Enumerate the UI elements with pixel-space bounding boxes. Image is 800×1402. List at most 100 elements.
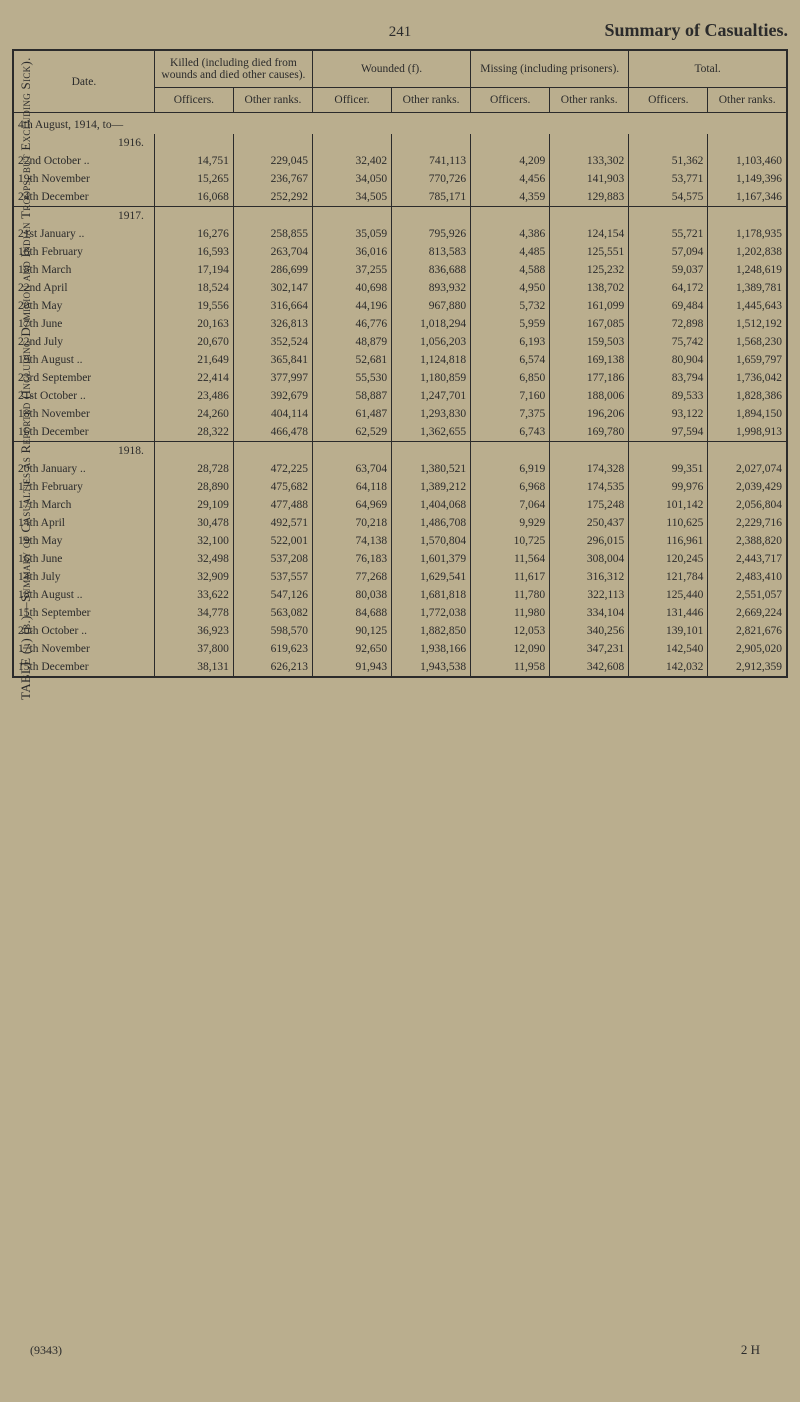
value-cell: 120,245 <box>629 550 708 568</box>
value-cell: 16,276 <box>154 225 233 243</box>
value-cell: 4,485 <box>471 243 550 261</box>
page-header: 241 Summary of Casualties. <box>12 20 788 41</box>
date-cell: 21st January .. <box>13 225 154 243</box>
value-cell: 92,650 <box>313 640 392 658</box>
value-cell: 10,725 <box>471 532 550 550</box>
value-cell: 286,699 <box>233 261 312 279</box>
value-cell: 9,929 <box>471 514 550 532</box>
value-cell: 99,351 <box>629 460 708 478</box>
date-cell: 22nd April <box>13 279 154 297</box>
value-cell: 84,688 <box>313 604 392 622</box>
value-cell: 813,583 <box>392 243 471 261</box>
value-cell: 2,551,057 <box>708 586 787 604</box>
value-cell: 54,575 <box>629 188 708 207</box>
value-cell: 1,018,294 <box>392 315 471 333</box>
value-cell: 80,038 <box>313 586 392 604</box>
value-cell: 38,131 <box>154 658 233 677</box>
value-cell: 64,118 <box>313 478 392 496</box>
value-cell: 142,540 <box>629 640 708 658</box>
value-cell: 28,322 <box>154 423 233 442</box>
value-cell: 188,006 <box>550 387 629 405</box>
value-cell: 7,160 <box>471 387 550 405</box>
value-cell: 6,968 <box>471 478 550 496</box>
value-cell: 63,704 <box>313 460 392 478</box>
value-cell: 175,248 <box>550 496 629 514</box>
value-cell: 32,100 <box>154 532 233 550</box>
value-cell: 537,557 <box>233 568 312 586</box>
value-cell: 37,800 <box>154 640 233 658</box>
value-cell: 22,414 <box>154 369 233 387</box>
value-cell: 34,505 <box>313 188 392 207</box>
date-cell: 18th November <box>13 405 154 423</box>
value-cell: 365,841 <box>233 351 312 369</box>
value-cell: 64,172 <box>629 279 708 297</box>
value-cell: 32,909 <box>154 568 233 586</box>
value-cell: 21,649 <box>154 351 233 369</box>
value-cell: 33,622 <box>154 586 233 604</box>
value-cell: 15,265 <box>154 170 233 188</box>
value-cell: 91,943 <box>313 658 392 677</box>
value-cell: 69,484 <box>629 297 708 315</box>
value-cell: 37,255 <box>313 261 392 279</box>
value-cell: 2,443,717 <box>708 550 787 568</box>
date-cell: 18th February <box>13 243 154 261</box>
value-cell: 83,794 <box>629 369 708 387</box>
col-wounded-other: Other ranks. <box>392 88 471 113</box>
value-cell: 174,535 <box>550 478 629 496</box>
value-cell: 334,104 <box>550 604 629 622</box>
date-cell: 20th January .. <box>13 460 154 478</box>
value-cell: 492,571 <box>233 514 312 532</box>
value-cell: 46,776 <box>313 315 392 333</box>
value-cell: 2,912,359 <box>708 658 787 677</box>
value-cell: 1,998,913 <box>708 423 787 442</box>
value-cell: 770,726 <box>392 170 471 188</box>
value-cell: 14,751 <box>154 152 233 170</box>
value-cell: 4,950 <box>471 279 550 297</box>
value-cell: 11,958 <box>471 658 550 677</box>
value-cell: 785,171 <box>392 188 471 207</box>
value-cell: 32,498 <box>154 550 233 568</box>
value-cell: 32,402 <box>313 152 392 170</box>
value-cell: 6,574 <box>471 351 550 369</box>
date-cell: 18th March <box>13 261 154 279</box>
value-cell: 2,027,074 <box>708 460 787 478</box>
value-cell: 1,601,379 <box>392 550 471 568</box>
value-cell: 196,206 <box>550 405 629 423</box>
table-caption-vertical: TABLE (i.) (b.)—Summary of Casualties as… <box>18 57 34 700</box>
value-cell: 61,487 <box>313 405 392 423</box>
value-cell: 1,882,850 <box>392 622 471 640</box>
date-cell: 24th December <box>13 188 154 207</box>
value-cell: 1,103,460 <box>708 152 787 170</box>
value-cell: 133,302 <box>550 152 629 170</box>
date-cell: 22nd July <box>13 333 154 351</box>
value-cell: 20,163 <box>154 315 233 333</box>
value-cell: 967,880 <box>392 297 471 315</box>
value-cell: 1,512,192 <box>708 315 787 333</box>
value-cell: 2,669,224 <box>708 604 787 622</box>
value-cell: 125,232 <box>550 261 629 279</box>
value-cell: 326,813 <box>233 315 312 333</box>
value-cell: 477,488 <box>233 496 312 514</box>
value-cell: 352,524 <box>233 333 312 351</box>
value-cell: 34,778 <box>154 604 233 622</box>
value-cell: 1,943,538 <box>392 658 471 677</box>
col-missing-officers: Officers. <box>471 88 550 113</box>
value-cell: 619,623 <box>233 640 312 658</box>
value-cell: 466,478 <box>233 423 312 442</box>
value-cell: 2,905,020 <box>708 640 787 658</box>
value-cell: 89,533 <box>629 387 708 405</box>
value-cell: 161,099 <box>550 297 629 315</box>
value-cell: 18,524 <box>154 279 233 297</box>
value-cell: 2,229,716 <box>708 514 787 532</box>
date-cell: 17th February <box>13 478 154 496</box>
date-cell: 19th May <box>13 532 154 550</box>
value-cell: 475,682 <box>233 478 312 496</box>
value-cell: 169,138 <box>550 351 629 369</box>
value-cell: 258,855 <box>233 225 312 243</box>
value-cell: 76,183 <box>313 550 392 568</box>
value-cell: 308,004 <box>550 550 629 568</box>
value-cell: 342,608 <box>550 658 629 677</box>
value-cell: 55,530 <box>313 369 392 387</box>
year-label: 1916. <box>13 134 154 152</box>
value-cell: 1,681,818 <box>392 586 471 604</box>
